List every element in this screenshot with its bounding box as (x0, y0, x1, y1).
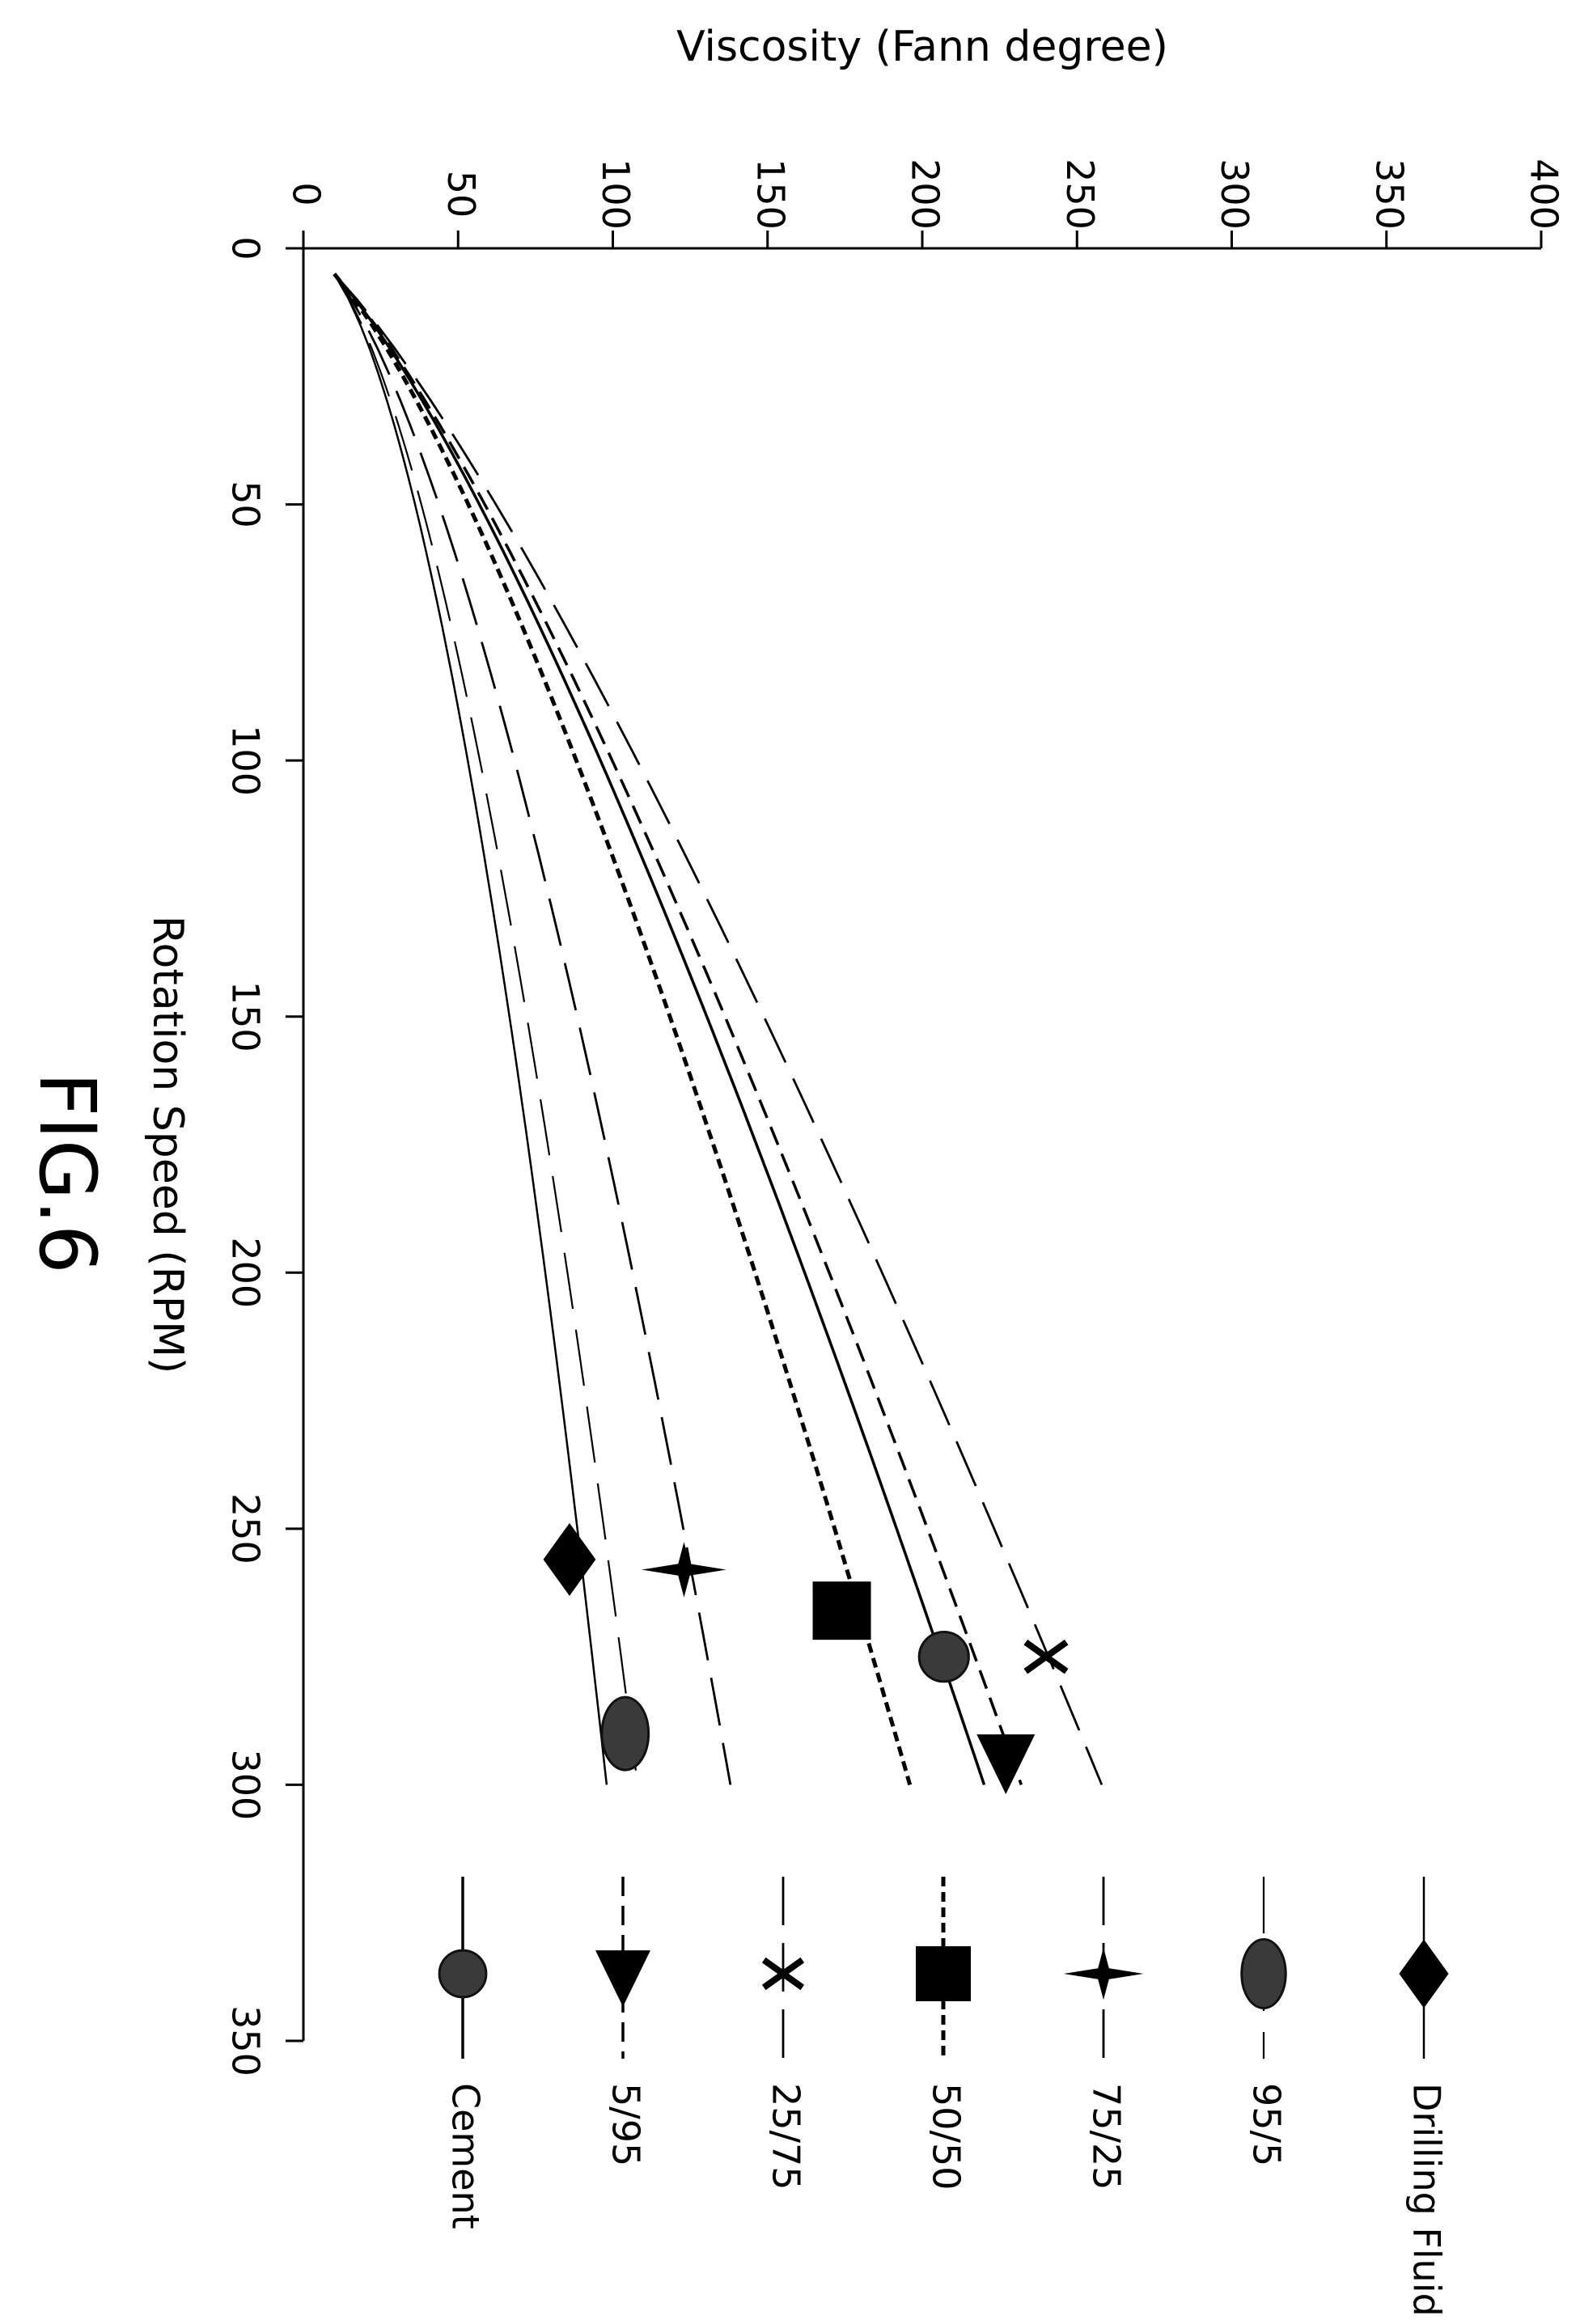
series-line-50-50 (333, 273, 913, 1786)
x-tick-label: 350 (224, 2005, 268, 2076)
x-tick-label: 250 (224, 1493, 268, 1564)
y-tick-label: 200 (904, 159, 947, 230)
series-line-cement (333, 273, 986, 1785)
series-95-5-marker (600, 1695, 650, 1772)
x-stroke (1023, 1639, 1069, 1674)
legend-label: Cement (444, 2083, 488, 2229)
x-tick-label: 300 (224, 1750, 268, 1821)
square-shape (916, 1946, 971, 2001)
x-stroke (761, 1957, 805, 1991)
legend-item-75-25: 75/25 (1063, 1877, 1144, 2191)
legend-50-50-marker (916, 1946, 971, 2001)
x-tick-label: 150 (224, 981, 268, 1052)
x-tick-label: 50 (224, 480, 268, 528)
legend: Drilling Fluid 95/5 75/25 50/50 25/75 5/95 Cem… (438, 1877, 1449, 2317)
legend-75-25-marker (1063, 1947, 1144, 2000)
legend-label: 5/95 (604, 2083, 648, 2166)
circle-shape (917, 1631, 970, 1683)
legend-95-5-marker (1240, 1938, 1287, 2009)
triangle-shape (976, 1734, 1036, 1794)
y-tick-label: 0 (285, 182, 328, 205)
series-5-95-marker (976, 1734, 1036, 1794)
series-25-75-marker (1023, 1639, 1069, 1674)
y-tick-label: 100 (594, 159, 638, 230)
circle-shape (438, 1949, 488, 1999)
x-tick-label: 0 (224, 236, 268, 260)
y-tick-label: 300 (1213, 159, 1256, 230)
series-line-drilling-fluid (333, 273, 608, 1785)
series-line-5-95 (333, 273, 1023, 1785)
series-line-95-5 (333, 273, 639, 1785)
x-ticks: 0 50 100 150 200 250 300 350 (224, 236, 303, 2076)
legend-5-95-marker (595, 1950, 650, 2007)
star-shape (1063, 1947, 1144, 2000)
legend-label: 95/5 (1245, 2083, 1289, 2166)
legend-item-cement: Cement (438, 1877, 488, 2229)
star-shape (642, 1542, 726, 1598)
legend-item-5-95: 5/95 (595, 1877, 650, 2166)
ellipse-shape (600, 1695, 650, 1772)
y-tick-label: 350 (1367, 159, 1411, 230)
square-shape (812, 1581, 871, 1640)
diamond-shape (543, 1522, 596, 1596)
triangle-shape (595, 1950, 650, 2007)
legend-item-95-5: 95/5 (1240, 1877, 1289, 2166)
legend-item-25-75: 25/75 (761, 1877, 808, 2191)
series-group (333, 273, 1103, 1794)
x-tick-label: 200 (224, 1237, 268, 1308)
legend-item-drilling-fluid: Drilling Fluid (1399, 1877, 1449, 2317)
legend-label: 25/75 (765, 2083, 808, 2191)
y-tick-label: 50 (439, 171, 483, 218)
series-line-75-25 (333, 273, 732, 1785)
y-axis-title: Viscosity (Fann degree) (676, 23, 1168, 71)
diamond-shape (1399, 1939, 1449, 2009)
legend-drilling-fluid-marker (1399, 1939, 1449, 2009)
y-tick-label: 250 (1058, 159, 1102, 230)
x-axis-title: Rotation Speed (RPM) (143, 916, 192, 1374)
y-ticks: 0 50 100 150 200 250 300 350 400 (285, 159, 1566, 248)
series-drilling-fluid-marker (543, 1522, 596, 1596)
series-line-25-75 (333, 273, 1103, 1785)
series-50-50-marker (812, 1581, 871, 1640)
series-75-25-marker (642, 1542, 726, 1598)
legend-item-50-50: 50/50 (916, 1877, 971, 2191)
axes (302, 247, 1541, 2041)
legend-cement-marker (438, 1949, 488, 1999)
ellipse-shape (1240, 1938, 1287, 2009)
series-cement-marker (917, 1631, 970, 1683)
x-tick-label: 100 (224, 725, 268, 796)
figure-label: FIG.6 (22, 1072, 112, 1274)
legend-label: 50/50 (925, 2083, 968, 2191)
y-tick-label: 150 (748, 159, 792, 230)
legend-label: 75/25 (1085, 2083, 1129, 2191)
y-tick-label: 400 (1523, 159, 1566, 230)
legend-label: Drilling Fluid (1405, 2083, 1449, 2317)
legend-25-75-marker (761, 1957, 805, 1991)
